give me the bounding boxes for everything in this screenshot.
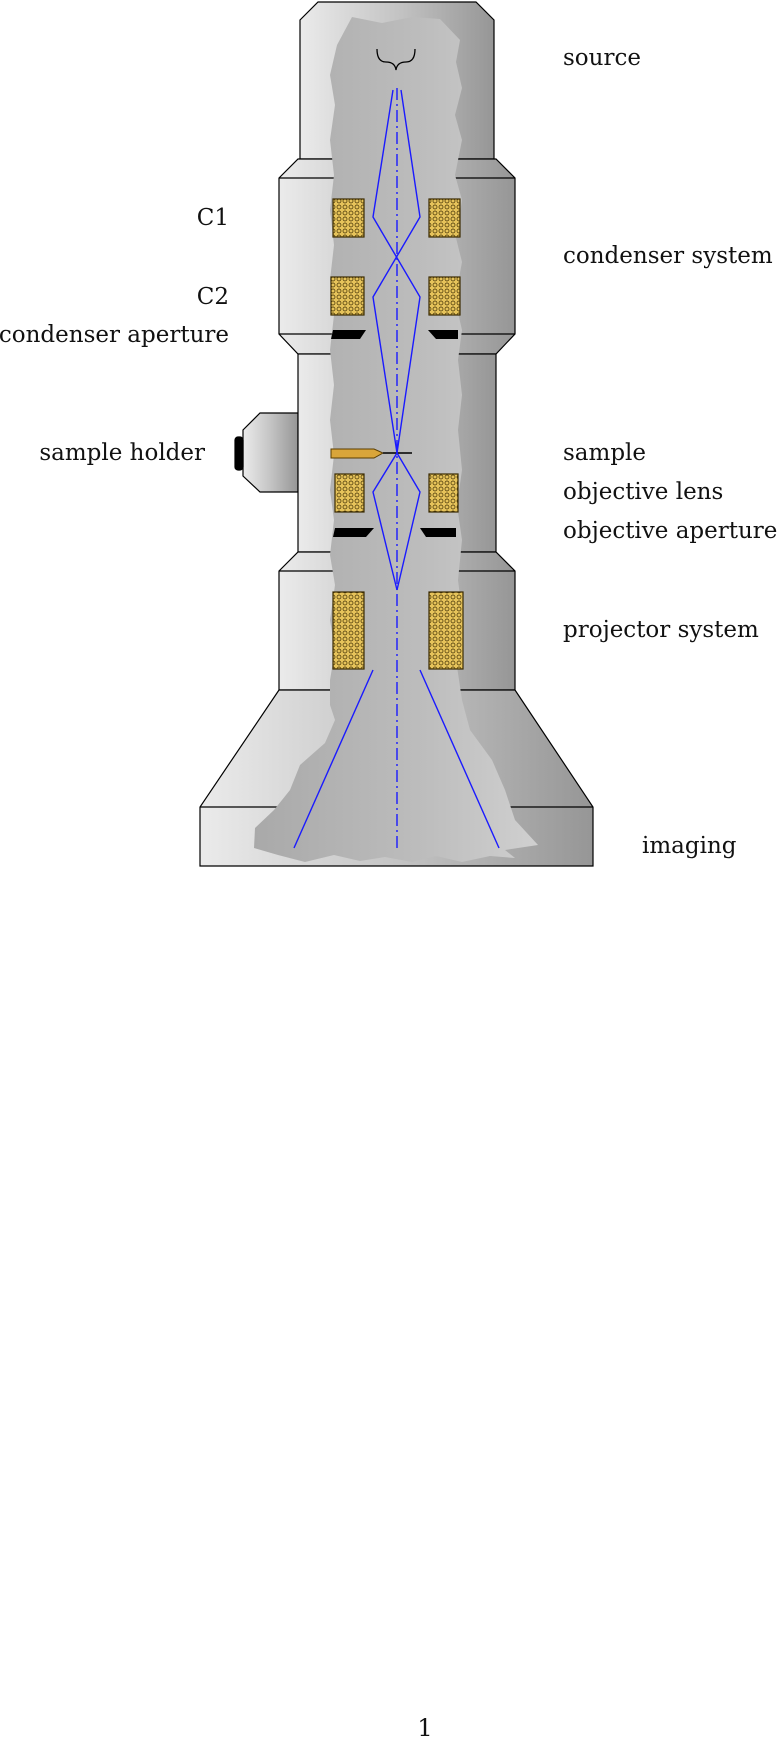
electron-source-icon (376, 48, 416, 71)
objective-coil-right (428, 473, 459, 513)
electron-beam (293, 88, 500, 849)
column-cutaway (254, 17, 538, 862)
projector-coil-left (332, 591, 365, 670)
c1-coil-right (428, 198, 461, 238)
objective-aperture-right (420, 528, 456, 537)
label-c1: C1 (197, 205, 229, 231)
sample-rod (330, 448, 412, 459)
label-projector-system: projector system (563, 617, 759, 643)
c1-coil-left (332, 198, 365, 238)
label-objective-lens: objective lens (563, 479, 723, 505)
c2-coil-left (330, 276, 365, 316)
condenser-aperture-right (428, 330, 458, 339)
apertures (331, 330, 458, 537)
c2-coil-right (428, 276, 461, 316)
condenser-aperture-left (331, 330, 366, 339)
label-condenser-aperture: condenser aperture (0, 322, 229, 348)
projector-coil-right (428, 591, 464, 670)
label-sample-holder: sample holder (39, 440, 205, 466)
label-c2: C2 (197, 284, 229, 310)
objective-aperture-left (333, 528, 374, 537)
label-condenser-system: condenser system (563, 243, 773, 269)
label-source: source (563, 45, 641, 71)
objective-coil-left (334, 473, 365, 513)
page-number: 1 (417, 1714, 432, 1738)
sample-holder-knob (234, 436, 244, 471)
label-sample: sample (563, 440, 646, 466)
sample-holder-port (242, 412, 299, 493)
coils (330, 198, 464, 670)
label-imaging: imaging (642, 833, 737, 859)
label-objective-aperture: objective aperture (563, 518, 777, 544)
